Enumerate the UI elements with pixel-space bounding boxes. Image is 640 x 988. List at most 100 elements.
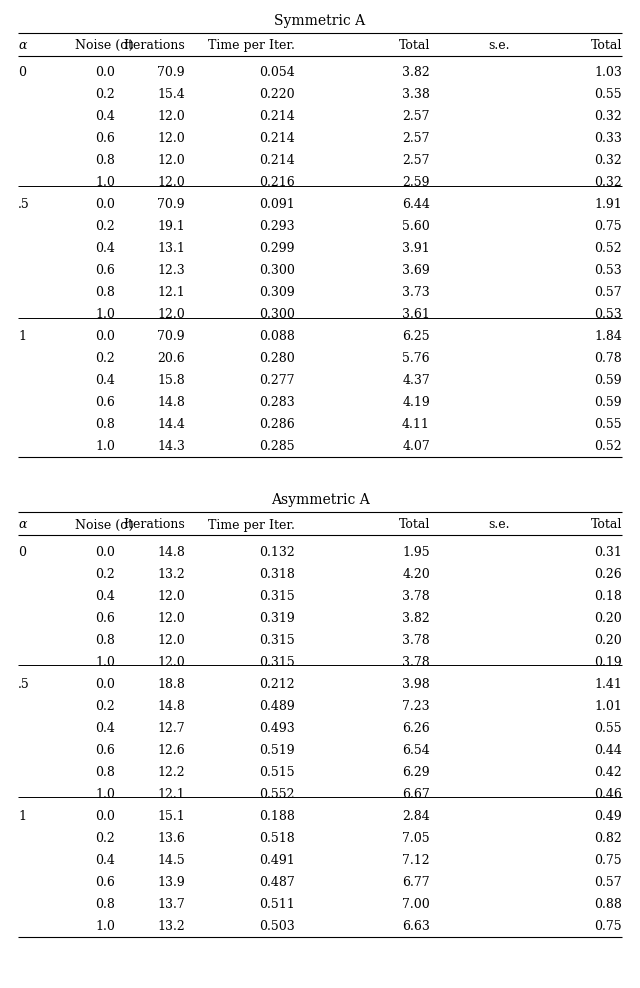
Text: 0.4: 0.4 (95, 854, 115, 866)
Text: 0.32: 0.32 (595, 177, 622, 190)
Text: 0.299: 0.299 (259, 242, 295, 256)
Text: 1.03: 1.03 (594, 66, 622, 79)
Text: 0.216: 0.216 (259, 177, 295, 190)
Text: 0.75: 0.75 (595, 220, 622, 233)
Text: 1: 1 (18, 330, 26, 344)
Text: 0.6: 0.6 (95, 744, 115, 757)
Text: 14.8: 14.8 (157, 546, 185, 559)
Text: 0.8: 0.8 (95, 766, 115, 779)
Text: 0.315: 0.315 (259, 634, 295, 647)
Text: 0.280: 0.280 (259, 353, 295, 366)
Text: Iterations: Iterations (124, 39, 185, 52)
Text: 3.82: 3.82 (403, 66, 430, 79)
Text: 0.75: 0.75 (595, 854, 622, 866)
Text: 0.552: 0.552 (259, 788, 295, 801)
Text: 1.01: 1.01 (594, 700, 622, 713)
Text: 0.53: 0.53 (595, 308, 622, 321)
Text: 0.82: 0.82 (595, 832, 622, 845)
Text: 0.132: 0.132 (259, 546, 295, 559)
Text: 0.53: 0.53 (595, 265, 622, 278)
Text: 5.76: 5.76 (403, 353, 430, 366)
Text: 0.6: 0.6 (95, 396, 115, 409)
Text: 13.6: 13.6 (157, 832, 185, 845)
Text: 12.0: 12.0 (157, 177, 185, 190)
Text: s.e.: s.e. (488, 39, 510, 52)
Text: 14.3: 14.3 (157, 441, 185, 453)
Text: 12.6: 12.6 (157, 744, 185, 757)
Text: 0.318: 0.318 (259, 568, 295, 581)
Text: 3.61: 3.61 (402, 308, 430, 321)
Text: 15.8: 15.8 (157, 374, 185, 387)
Text: 6.77: 6.77 (403, 876, 430, 889)
Text: 0.315: 0.315 (259, 656, 295, 669)
Text: 0.0: 0.0 (95, 199, 115, 211)
Text: 0.4: 0.4 (95, 722, 115, 735)
Text: 0.46: 0.46 (594, 788, 622, 801)
Text: 0.49: 0.49 (595, 810, 622, 823)
Text: 0.32: 0.32 (595, 154, 622, 167)
Text: Total: Total (399, 519, 430, 532)
Text: 4.07: 4.07 (403, 441, 430, 453)
Text: 1.0: 1.0 (95, 656, 115, 669)
Text: 0.55: 0.55 (595, 722, 622, 735)
Text: 2.57: 2.57 (403, 111, 430, 124)
Text: 13.1: 13.1 (157, 242, 185, 256)
Text: 0.32: 0.32 (595, 111, 622, 124)
Text: 0.0: 0.0 (95, 66, 115, 79)
Text: 4.11: 4.11 (402, 419, 430, 432)
Text: 0.18: 0.18 (594, 590, 622, 603)
Text: 0.59: 0.59 (595, 396, 622, 409)
Text: 0.285: 0.285 (259, 441, 295, 453)
Text: 0.0: 0.0 (95, 810, 115, 823)
Text: 70.9: 70.9 (157, 66, 185, 79)
Text: 0.491: 0.491 (259, 854, 295, 866)
Text: 0.52: 0.52 (595, 441, 622, 453)
Text: 0.0: 0.0 (95, 678, 115, 691)
Text: 0.55: 0.55 (595, 89, 622, 102)
Text: 19.1: 19.1 (157, 220, 185, 233)
Text: 1.95: 1.95 (403, 546, 430, 559)
Text: 3.78: 3.78 (403, 656, 430, 669)
Text: 0.518: 0.518 (259, 832, 295, 845)
Text: 18.8: 18.8 (157, 678, 185, 691)
Text: 0.57: 0.57 (595, 876, 622, 889)
Text: 0.2: 0.2 (95, 220, 115, 233)
Text: 0.091: 0.091 (259, 199, 295, 211)
Text: 0.0: 0.0 (95, 546, 115, 559)
Text: 3.98: 3.98 (403, 678, 430, 691)
Text: 3.78: 3.78 (403, 634, 430, 647)
Text: 12.0: 12.0 (157, 612, 185, 625)
Text: 12.0: 12.0 (157, 634, 185, 647)
Text: 0.8: 0.8 (95, 287, 115, 299)
Text: 0.515: 0.515 (259, 766, 295, 779)
Text: α: α (18, 39, 26, 52)
Text: 0.511: 0.511 (259, 898, 295, 911)
Text: 0.59: 0.59 (595, 374, 622, 387)
Text: 0.6: 0.6 (95, 132, 115, 145)
Text: 15.1: 15.1 (157, 810, 185, 823)
Text: 14.8: 14.8 (157, 700, 185, 713)
Text: 0.55: 0.55 (595, 419, 622, 432)
Text: Total: Total (591, 519, 622, 532)
Text: 0.519: 0.519 (259, 744, 295, 757)
Text: 13.9: 13.9 (157, 876, 185, 889)
Text: 0.33: 0.33 (594, 132, 622, 145)
Text: 12.0: 12.0 (157, 111, 185, 124)
Text: 0.4: 0.4 (95, 590, 115, 603)
Text: 0: 0 (18, 66, 26, 79)
Text: Time per Iter.: Time per Iter. (208, 39, 295, 52)
Text: 12.0: 12.0 (157, 308, 185, 321)
Text: 0.6: 0.6 (95, 265, 115, 278)
Text: 12.0: 12.0 (157, 154, 185, 167)
Text: 0.286: 0.286 (259, 419, 295, 432)
Text: 0.52: 0.52 (595, 242, 622, 256)
Text: 12.7: 12.7 (157, 722, 185, 735)
Text: 0.6: 0.6 (95, 612, 115, 625)
Text: 3.82: 3.82 (403, 612, 430, 625)
Text: 20.6: 20.6 (157, 353, 185, 366)
Text: 0.487: 0.487 (259, 876, 295, 889)
Text: 12.0: 12.0 (157, 132, 185, 145)
Text: 7.05: 7.05 (403, 832, 430, 845)
Text: 12.0: 12.0 (157, 590, 185, 603)
Text: 15.4: 15.4 (157, 89, 185, 102)
